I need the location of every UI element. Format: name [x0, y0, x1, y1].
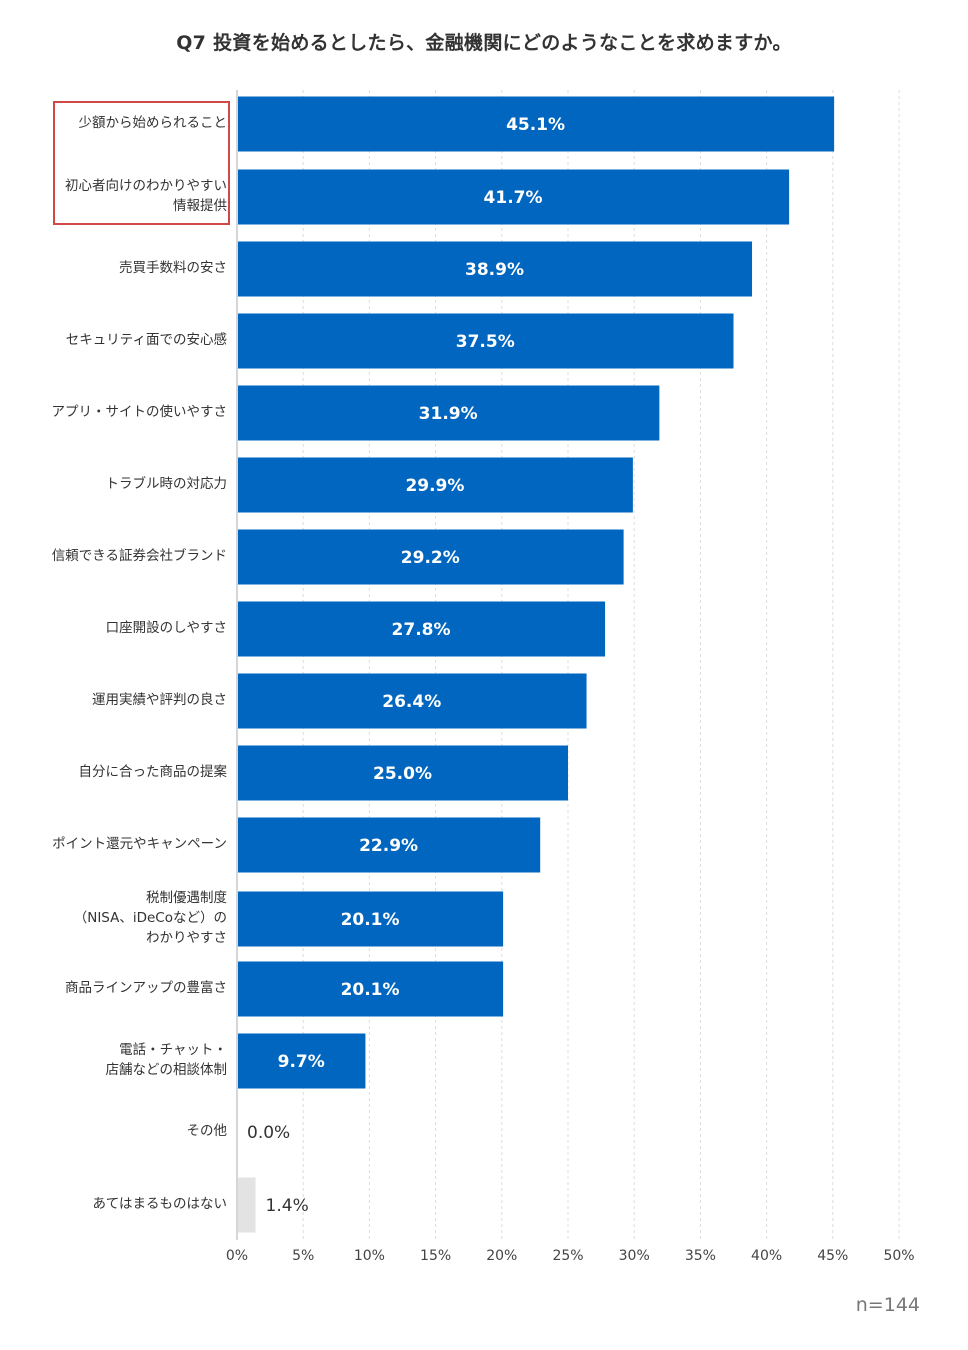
x-tick-label: 10% — [354, 1248, 385, 1264]
x-tick-label: 30% — [619, 1248, 650, 1264]
chart-title: Q7 投資を始めるとしたら、金融機関にどのようなことを求めますか。 — [176, 32, 792, 54]
category-label: 自分に合った商品の提案 — [79, 762, 228, 782]
category-label-line: 情報提供 — [173, 198, 227, 214]
bar-value-label: 27.8% — [392, 620, 451, 640]
category-label: その他 — [187, 1121, 228, 1141]
category-label-line: 商品ラインアップの豊富さ — [65, 980, 227, 996]
category-label-line: 少額から始められること — [78, 115, 228, 131]
bar-value-label: 9.7% — [278, 1052, 325, 1072]
bar-value-label: 31.9% — [419, 404, 478, 424]
bar — [238, 241, 753, 297]
bar — [238, 529, 624, 585]
category-label-line: トラブル時の対応力 — [105, 476, 228, 492]
bar — [238, 169, 790, 225]
x-tick-label: 20% — [486, 1248, 517, 1264]
category-label: 電話・チャット・店舗などの相談体制 — [106, 1040, 228, 1080]
bar — [238, 1177, 256, 1233]
bar-value-label: 45.1% — [506, 115, 565, 135]
category-label-line: セキュリティ面での安心感 — [65, 332, 227, 348]
category-label: 税制優遇制度 （NISA、iDeCoなど）のわかりやすさ — [74, 888, 227, 948]
category-label: 初心者向けのわかりやすい情報提供 — [65, 176, 227, 216]
category-label-line: その他 — [186, 1123, 228, 1139]
category-label-line: ポイント還元やキャンペーン — [52, 836, 227, 852]
category-label: ポイント還元やキャンペーン — [52, 834, 227, 854]
bar — [238, 817, 541, 873]
sample-size-label: n=144 — [855, 1294, 920, 1316]
category-label: セキュリティ面での安心感 — [66, 330, 227, 350]
category-label-line: アプリ・サイトの使いやすさ — [51, 404, 228, 420]
category-label: あてはまるものはない — [93, 1194, 227, 1214]
bar-value-label: 41.7% — [484, 188, 543, 208]
category-label-line: 運用実績や評判の良さ — [92, 692, 227, 708]
bar-value-label: 29.2% — [401, 548, 460, 568]
category-label: 少額から始められること — [79, 113, 228, 133]
bar — [238, 891, 504, 947]
category-label: アプリ・サイトの使いやすさ — [52, 402, 228, 422]
category-label: 商品ラインアップの豊富さ — [65, 978, 227, 998]
bar — [238, 673, 587, 729]
bar-value-label: 22.9% — [359, 836, 418, 856]
category-label: 口座開設のしやすさ — [106, 618, 227, 638]
category-label-line: 税制優遇制度 — [146, 890, 227, 906]
category-label-line: あてはまるものはない — [92, 1196, 227, 1212]
x-tick-label: 15% — [420, 1248, 451, 1264]
category-label: トラブル時の対応力 — [106, 474, 228, 494]
x-tick-label: 40% — [751, 1248, 782, 1264]
category-label: 信頼できる証券会社ブランド — [52, 546, 227, 566]
bar — [238, 457, 633, 513]
bar — [238, 961, 504, 1017]
category-label-line: 店舗などの相談体制 — [105, 1062, 228, 1078]
bar — [238, 96, 835, 152]
bar-value-label: 29.9% — [405, 476, 464, 496]
x-tick-label: 50% — [883, 1248, 914, 1264]
category-label-line: （NISA、iDeCoなど）の — [73, 910, 227, 926]
bar — [238, 313, 734, 369]
category-label-line: 自分に合った商品の提案 — [78, 764, 228, 780]
x-tick-label: 25% — [552, 1248, 583, 1264]
x-tick-label: 45% — [817, 1248, 848, 1264]
bar-value-label: 26.4% — [382, 692, 441, 712]
x-tick-label: 5% — [292, 1248, 314, 1264]
bar — [238, 601, 606, 657]
x-tick-label: 35% — [685, 1248, 716, 1264]
category-label-line: 電話・チャット・ — [119, 1042, 227, 1058]
bar-value-label: 20.1% — [341, 980, 400, 1000]
bar-value-label: 0.0% — [247, 1123, 290, 1143]
category-label-line: 信頼できる証券会社ブランド — [51, 548, 227, 564]
bar — [238, 1033, 366, 1089]
bar-value-label: 37.5% — [456, 332, 515, 352]
category-label: 売買手数料の安さ — [119, 258, 227, 278]
bar-value-label: 1.4% — [266, 1196, 309, 1216]
category-label: 運用実績や評判の良さ — [92, 690, 227, 710]
category-label-line: 初心者向けのわかりやすい — [65, 178, 227, 194]
category-label-line: わかりやすさ — [146, 930, 227, 946]
bar — [238, 385, 660, 441]
category-label-line: 口座開設のしやすさ — [105, 620, 227, 636]
category-label-line: 売買手数料の安さ — [119, 260, 227, 276]
highlight-box — [53, 101, 230, 225]
bar-value-label: 20.1% — [341, 910, 400, 930]
bar-value-label: 38.9% — [465, 260, 524, 280]
bar-value-label: 25.0% — [373, 764, 432, 784]
x-tick-label: 0% — [226, 1248, 248, 1264]
bar — [238, 745, 568, 801]
